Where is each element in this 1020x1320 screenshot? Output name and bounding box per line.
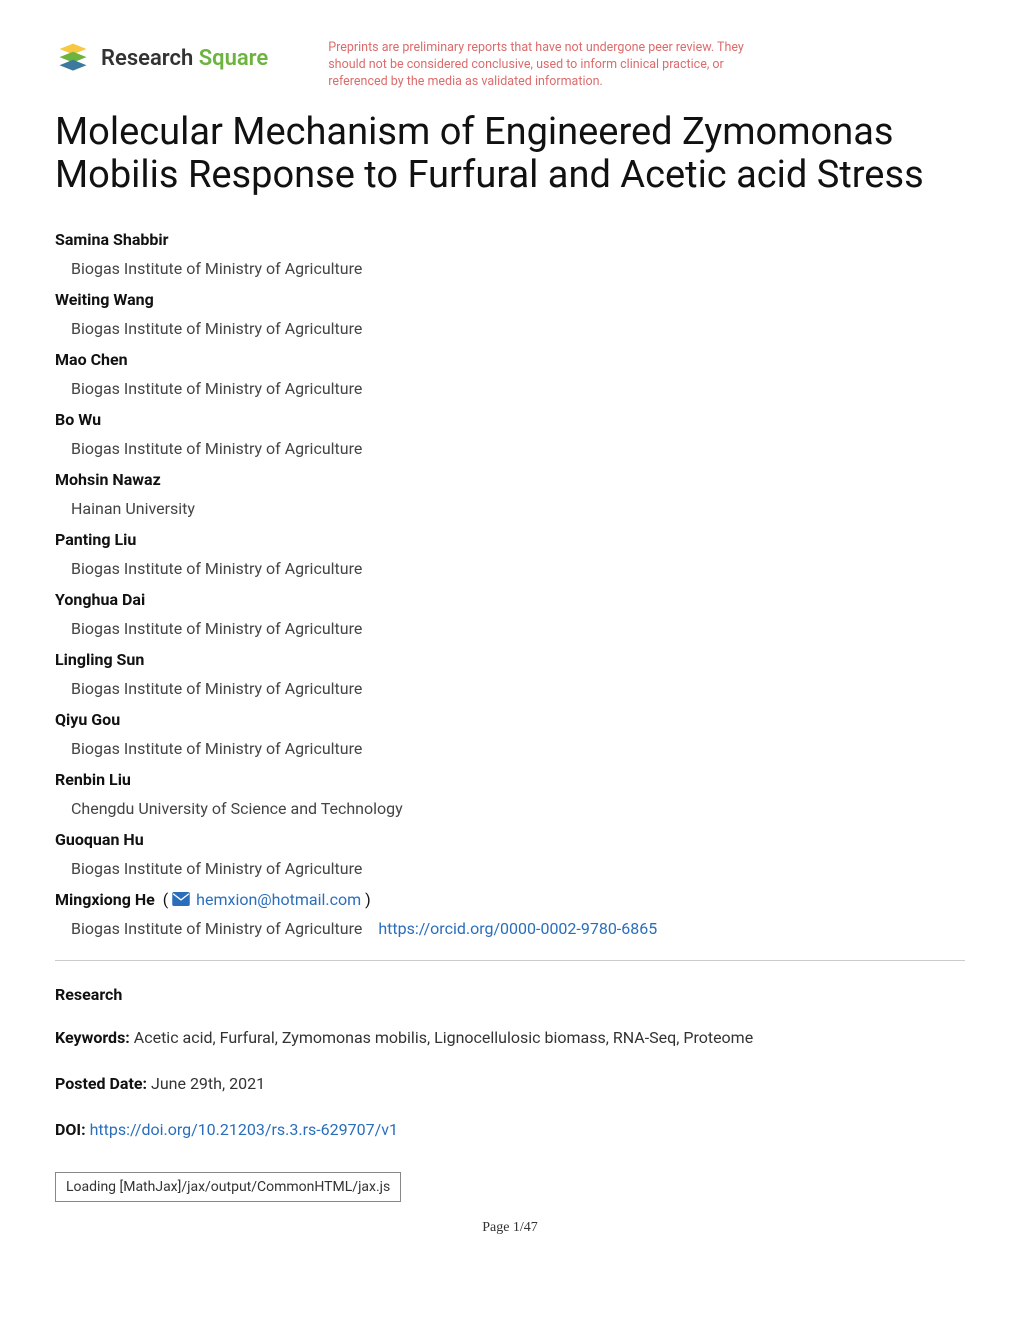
disclaimer-text: Preprints are preliminary reports that h… bbox=[328, 40, 768, 91]
page-footer: Page 1/47 bbox=[55, 1220, 965, 1236]
author-affiliation: Chengdu University of Science and Techno… bbox=[55, 795, 965, 822]
author-name: Panting Liu bbox=[55, 526, 965, 555]
author-entry: Weiting Wang Biogas Institute of Ministr… bbox=[55, 286, 965, 342]
doi-label: DOI: bbox=[55, 1120, 86, 1139]
article-type: Research bbox=[55, 985, 965, 1004]
corresponding-affiliation: Biogas Institute of Ministry of Agricult… bbox=[71, 919, 362, 938]
corresponding-author-line: Mingxiong He ( hemxion@hotmail.com ) bbox=[55, 886, 965, 915]
author-name: Mao Chen bbox=[55, 346, 965, 375]
author-affiliation: Hainan University bbox=[55, 495, 965, 522]
author-affiliation: Biogas Institute of Ministry of Agricult… bbox=[55, 435, 965, 462]
author-name: Guoquan Hu bbox=[55, 826, 965, 855]
article-title: Molecular Mechanism of Engineered Zymomo… bbox=[55, 111, 965, 198]
author-entry: Yonghua Dai Biogas Institute of Ministry… bbox=[55, 586, 965, 642]
mathjax-status-box: Loading [MathJax]/jax/output/CommonHTML/… bbox=[55, 1172, 401, 1202]
author-entry: Guoquan Hu Biogas Institute of Ministry … bbox=[55, 826, 965, 882]
divider bbox=[55, 960, 965, 961]
corresponding-email-link[interactable]: hemxion@hotmail.com bbox=[196, 890, 361, 909]
author-name: Weiting Wang bbox=[55, 286, 965, 315]
email-icon bbox=[172, 892, 190, 906]
posted-date-value: June 29th, 2021 bbox=[151, 1074, 265, 1093]
open-paren: ( bbox=[159, 890, 172, 909]
author-name: Bo Wu bbox=[55, 406, 965, 435]
author-name: Yonghua Dai bbox=[55, 586, 965, 615]
author-entry: Renbin Liu Chengdu University of Science… bbox=[55, 766, 965, 822]
research-square-icon bbox=[55, 40, 91, 76]
keywords-value: Acetic acid, Furfural, Zymomonas mobilis… bbox=[134, 1028, 753, 1047]
author-entry: Qiyu Gou Biogas Institute of Ministry of… bbox=[55, 706, 965, 762]
author-entry: Lingling Sun Biogas Institute of Ministr… bbox=[55, 646, 965, 702]
logo-text-part2: Square bbox=[199, 46, 269, 71]
posted-date-label: Posted Date: bbox=[55, 1074, 147, 1093]
author-affiliation: Biogas Institute of Ministry of Agricult… bbox=[55, 735, 965, 762]
corresponding-affiliation-line: Biogas Institute of Ministry of Agricult… bbox=[55, 915, 965, 942]
author-entry: Bo Wu Biogas Institute of Ministry of Ag… bbox=[55, 406, 965, 462]
close-paren: ) bbox=[365, 890, 371, 909]
orcid-link[interactable]: https://orcid.org/0000-0002-9780-6865 bbox=[378, 919, 657, 938]
keywords-label: Keywords: bbox=[55, 1028, 130, 1047]
header: Research Square Preprints are preliminar… bbox=[55, 40, 965, 91]
doi-row: DOI: https://doi.org/10.21203/rs.3.rs-62… bbox=[55, 1118, 965, 1142]
logo: Research Square bbox=[55, 40, 268, 76]
author-name: Renbin Liu bbox=[55, 766, 965, 795]
author-entry: Panting Liu Biogas Institute of Ministry… bbox=[55, 526, 965, 582]
posted-date-row: Posted Date: June 29th, 2021 bbox=[55, 1072, 965, 1096]
doi-link[interactable]: https://doi.org/10.21203/rs.3.rs-629707/… bbox=[90, 1120, 398, 1139]
author-name: Mohsin Nawaz bbox=[55, 466, 965, 495]
author-list: Samina Shabbir Biogas Institute of Minis… bbox=[55, 226, 965, 942]
logo-text: Research Square bbox=[101, 46, 268, 71]
author-entry: Samina Shabbir Biogas Institute of Minis… bbox=[55, 226, 965, 282]
author-affiliation: Biogas Institute of Ministry of Agricult… bbox=[55, 315, 965, 342]
author-affiliation: Biogas Institute of Ministry of Agricult… bbox=[55, 375, 965, 402]
author-affiliation: Biogas Institute of Ministry of Agricult… bbox=[55, 555, 965, 582]
author-affiliation: Biogas Institute of Ministry of Agricult… bbox=[55, 615, 965, 642]
corresponding-author-entry: Mingxiong He ( hemxion@hotmail.com ) Bio… bbox=[55, 886, 965, 942]
author-affiliation: Biogas Institute of Ministry of Agricult… bbox=[55, 675, 965, 702]
author-entry: Mao Chen Biogas Institute of Ministry of… bbox=[55, 346, 965, 402]
keywords-row: Keywords: Acetic acid, Furfural, Zymomon… bbox=[55, 1026, 965, 1050]
logo-text-part1: Research bbox=[101, 46, 199, 71]
author-affiliation: Biogas Institute of Ministry of Agricult… bbox=[55, 255, 965, 282]
author-name: Samina Shabbir bbox=[55, 226, 965, 255]
author-name: Qiyu Gou bbox=[55, 706, 965, 735]
author-name: Lingling Sun bbox=[55, 646, 965, 675]
corresponding-author-name: Mingxiong He bbox=[55, 890, 155, 909]
author-entry: Mohsin Nawaz Hainan University bbox=[55, 466, 965, 522]
author-affiliation: Biogas Institute of Ministry of Agricult… bbox=[55, 855, 965, 882]
